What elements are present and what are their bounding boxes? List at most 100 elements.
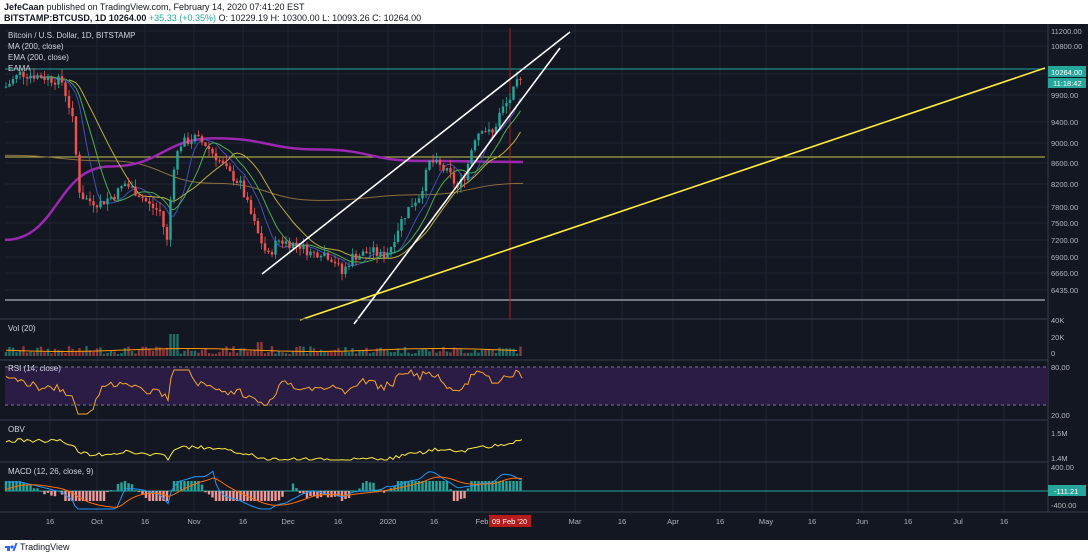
candle-body [260, 233, 263, 244]
brand-name[interactable]: TradingView [20, 542, 70, 552]
volume-bar [260, 342, 263, 356]
macd-bar [473, 481, 477, 491]
wedge-lower-line[interactable] [353, 47, 561, 325]
candle-body [242, 180, 246, 197]
mid-ma-line [68, 79, 521, 260]
macd-bar [130, 484, 134, 491]
wedge-upper-line[interactable] [261, 31, 571, 275]
candle-body [438, 159, 442, 165]
volume-bar [463, 353, 466, 356]
candle-body [64, 82, 67, 97]
time-tick-label: 16 [239, 517, 247, 526]
candle-body [225, 163, 228, 167]
long-trendline[interactable] [299, 67, 1046, 321]
chart-svg[interactable]: Bitcoin / U.S. Dollar, 1D, BITSTAMP MA (… [0, 24, 1088, 540]
macd-bar [53, 491, 57, 497]
volume-bar [158, 347, 162, 356]
volume-bar [410, 353, 414, 356]
candle-body [365, 251, 368, 254]
time-axis[interactable]: 16 Oct 16 Nov 16 Dec 16 2020 16 Feb Mar 16 Apr 16 May 1… [46, 517, 1008, 526]
chart-area[interactable]: Bitcoin / U.S. Dollar, 1D, BITSTAMP MA (… [0, 24, 1088, 540]
candle-body [319, 255, 323, 258]
candle-body [358, 255, 361, 260]
volume-bar [393, 352, 396, 356]
symbol-label[interactable]: BITSTAMP:BTCUSD, 1D [4, 13, 107, 23]
macd-bar [29, 484, 32, 491]
macd-bar [403, 481, 407, 491]
candle-body [333, 261, 337, 264]
candle-body [519, 79, 522, 81]
candle-body [88, 198, 92, 202]
candle-body [256, 221, 260, 234]
candle-body [137, 195, 141, 198]
candlesticks[interactable] [4, 67, 522, 281]
price-pane[interactable] [4, 28, 1046, 325]
candle-body [60, 76, 64, 83]
candle-body [445, 167, 449, 171]
macd-bar [305, 491, 309, 499]
volume-bar [424, 348, 428, 356]
rsi-legend[interactable]: RSI (14, close) [8, 364, 61, 373]
vol-legend[interactable]: Vol (20) [8, 324, 36, 333]
candle-body [431, 160, 435, 163]
volume-bar [477, 352, 480, 356]
macd-histogram [4, 481, 522, 501]
macd-bar [225, 491, 228, 501]
macd-bar [162, 491, 165, 501]
candle-body [414, 202, 417, 206]
macd-bar [438, 481, 442, 491]
macd-bar [176, 481, 179, 491]
price-tick-label: 9400.00 [1051, 118, 1078, 127]
macd-bar [22, 482, 25, 491]
eama-legend[interactable]: EAMA [8, 64, 31, 73]
publish-info: published on TradingView.com, February 1… [46, 2, 305, 12]
candle-body [372, 247, 375, 253]
volume-bar [81, 351, 85, 356]
macd-bar [323, 491, 326, 495]
price-axis[interactable]: 11200.0010800.0010400.009900.009400.0090… [1051, 27, 1082, 295]
tradingview-logo-icon[interactable] [4, 542, 18, 552]
candle-body [123, 183, 127, 187]
candle-body [288, 241, 291, 249]
ema-legend[interactable]: EMA (200, close) [8, 53, 69, 62]
volume-bar [347, 352, 351, 356]
volume-bar [487, 349, 491, 356]
time-tick-label: 16 [716, 517, 724, 526]
candle-body [277, 240, 281, 242]
candle-body [29, 75, 32, 79]
macd-bar [85, 491, 88, 501]
macd-bar [46, 491, 50, 493]
volume-bar [123, 347, 127, 356]
macd-legend[interactable]: MACD (12, 26, close, 9) [8, 467, 94, 476]
volume-bar [288, 353, 291, 356]
candle-body [15, 75, 18, 80]
obv-legend[interactable]: OBV [8, 425, 26, 434]
macd-bar [200, 484, 204, 491]
candle-body [169, 199, 172, 240]
vol-tick-20k: 20K [1051, 333, 1064, 342]
macd-bar [445, 481, 449, 491]
vol-tick-40k: 40K [1051, 316, 1064, 325]
candle-body [127, 183, 130, 187]
author-name[interactable]: JefeCaan [4, 2, 45, 12]
volume-bar [372, 352, 375, 356]
candle-body [67, 96, 71, 108]
macd-bar [431, 481, 435, 491]
macd-bar [319, 491, 323, 498]
volume-bar [337, 348, 340, 356]
macd-bar [281, 491, 284, 497]
volume-bar [134, 353, 137, 356]
volume-bar [74, 351, 78, 356]
volume-pane[interactable] [4, 334, 522, 356]
ma-legend[interactable]: MA (200, close) [8, 42, 64, 51]
macd-bar [32, 488, 36, 491]
candle-body [218, 160, 221, 162]
macd-bar [351, 490, 354, 491]
candle-body [501, 106, 505, 113]
price-tick-label: 6660.00 [1051, 269, 1078, 278]
macd-bar [263, 491, 267, 501]
candle-body [179, 146, 183, 152]
macd-bar [480, 481, 484, 491]
candle-body [316, 252, 319, 258]
macd-bar [148, 491, 151, 501]
